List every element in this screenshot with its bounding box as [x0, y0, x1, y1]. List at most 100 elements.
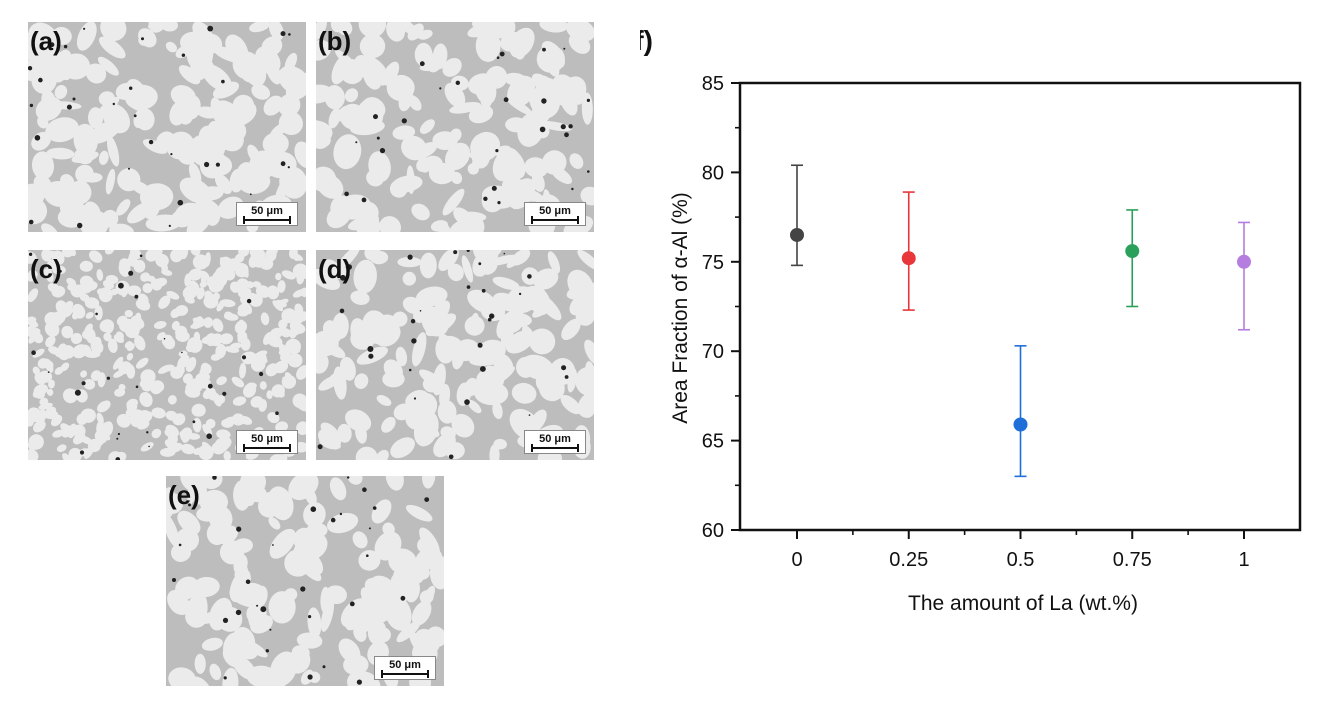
alpha-al-grain	[243, 383, 257, 398]
alpha-al-grain	[180, 427, 193, 442]
alpha-al-grain	[376, 395, 392, 406]
alpha-al-grain	[130, 315, 145, 329]
alpha-al-grain	[196, 287, 205, 300]
alpha-al-grain	[207, 389, 217, 401]
intermetallic-phase	[135, 385, 139, 389]
intermetallic-phase	[146, 431, 149, 434]
alpha-al-grain	[28, 417, 34, 427]
intermetallic-phase	[477, 342, 483, 348]
alpha-al-grain	[46, 388, 54, 396]
alpha-al-grain	[316, 268, 341, 291]
alpha-al-grain	[438, 333, 455, 353]
alpha-al-grain	[324, 85, 345, 110]
alpha-al-grain	[442, 188, 465, 216]
alpha-al-grain	[539, 22, 569, 33]
alpha-al-grain	[178, 350, 188, 358]
alpha-al-grain	[561, 318, 581, 341]
alpha-al-grain	[97, 400, 111, 413]
alpha-al-grain	[275, 272, 282, 281]
intermetallic-phase	[413, 397, 417, 400]
alpha-al-grain	[216, 301, 225, 312]
alpha-al-grain	[161, 263, 169, 272]
alpha-al-grain	[229, 281, 241, 293]
intermetallic-phase	[411, 338, 417, 344]
alpha-al-grain	[128, 250, 140, 262]
micrograph-texture	[166, 476, 444, 686]
alpha-al-grain	[222, 667, 239, 686]
intermetallic-phase	[118, 282, 124, 289]
intermetallic-phase	[112, 102, 116, 106]
intermetallic-phase	[499, 51, 505, 57]
alpha-al-grain	[246, 281, 254, 289]
alpha-al-grain	[178, 65, 201, 85]
alpha-al-grain	[185, 594, 206, 618]
intermetallic-phase	[29, 103, 34, 108]
intermetallic-phase	[366, 554, 369, 557]
alpha-al-grain	[80, 370, 88, 378]
alpha-al-grain	[54, 350, 66, 358]
alpha-al-grain	[198, 476, 223, 490]
alpha-al-grain	[135, 108, 155, 131]
alpha-al-grain	[171, 320, 180, 331]
alpha-al-grain	[232, 396, 247, 406]
intermetallic-phase	[163, 337, 166, 340]
intermetallic-phase	[487, 317, 492, 322]
alpha-al-grain	[96, 288, 111, 298]
alpha-al-grain	[73, 432, 86, 445]
intermetallic-phase	[116, 437, 119, 440]
alpha-al-grain	[263, 332, 273, 345]
alpha-al-grain	[62, 53, 91, 80]
intermetallic-phase	[483, 196, 488, 201]
alpha-al-grain	[224, 100, 257, 127]
intermetallic-phase	[541, 98, 547, 104]
alpha-al-grain	[482, 250, 502, 256]
alpha-al-grain	[432, 564, 444, 583]
alpha-al-grain	[533, 268, 559, 290]
alpha-al-grain	[134, 335, 146, 351]
alpha-al-grain	[54, 85, 68, 99]
alpha-al-grain	[177, 510, 201, 535]
panel-label-d: (d)	[318, 254, 352, 284]
alpha-al-grain	[98, 150, 109, 165]
scale-bar-label-d: 50 μm	[539, 433, 571, 445]
alpha-al-grain	[165, 410, 178, 421]
alpha-al-grain	[571, 92, 585, 105]
intermetallic-phase	[587, 170, 590, 173]
alpha-al-grain	[492, 276, 520, 290]
chart-axes: 60 65 70 75 80 85 0 0.25 0.5 0.75 1	[702, 73, 1302, 571]
alpha-al-grain	[160, 447, 176, 457]
y-tick-label: 65	[702, 431, 724, 453]
alpha-al-grain	[263, 95, 284, 116]
intermetallic-phase	[74, 389, 81, 396]
alpha-al-grain	[294, 141, 306, 169]
alpha-al-grain	[113, 334, 125, 343]
panel-label-a: (a)	[30, 26, 62, 56]
alpha-al-grain	[45, 250, 58, 259]
scale-bar-b: 50 μm	[524, 202, 586, 226]
panel-label-f: (f)	[640, 25, 653, 56]
alpha-al-grain	[531, 172, 545, 192]
intermetallic-phase	[204, 161, 210, 168]
alpha-al-grain	[528, 328, 556, 355]
alpha-al-grain	[28, 251, 37, 264]
alpha-al-grain	[28, 440, 37, 451]
alpha-al-grain	[472, 22, 489, 29]
alpha-al-grain	[94, 305, 103, 321]
x-tick-label: 0	[791, 549, 802, 571]
alpha-al-grain	[402, 296, 423, 315]
scale-bar-d: 50 μm	[524, 430, 586, 454]
alpha-al-grain	[145, 250, 160, 262]
intermetallic-phase	[564, 132, 569, 138]
alpha-al-grain	[169, 99, 189, 126]
alpha-al-grain	[202, 424, 213, 437]
alpha-al-grain	[452, 346, 465, 370]
alpha-al-grain	[38, 370, 53, 383]
alpha-al-grain	[96, 412, 104, 425]
intermetallic-phase	[288, 33, 291, 36]
alpha-al-grain	[531, 73, 554, 94]
intermetallic-phase	[466, 250, 470, 252]
intermetallic-phase	[455, 80, 460, 85]
intermetallic-phase	[28, 66, 33, 71]
alpha-al-grain	[290, 252, 304, 261]
intermetallic-phase	[349, 601, 355, 607]
